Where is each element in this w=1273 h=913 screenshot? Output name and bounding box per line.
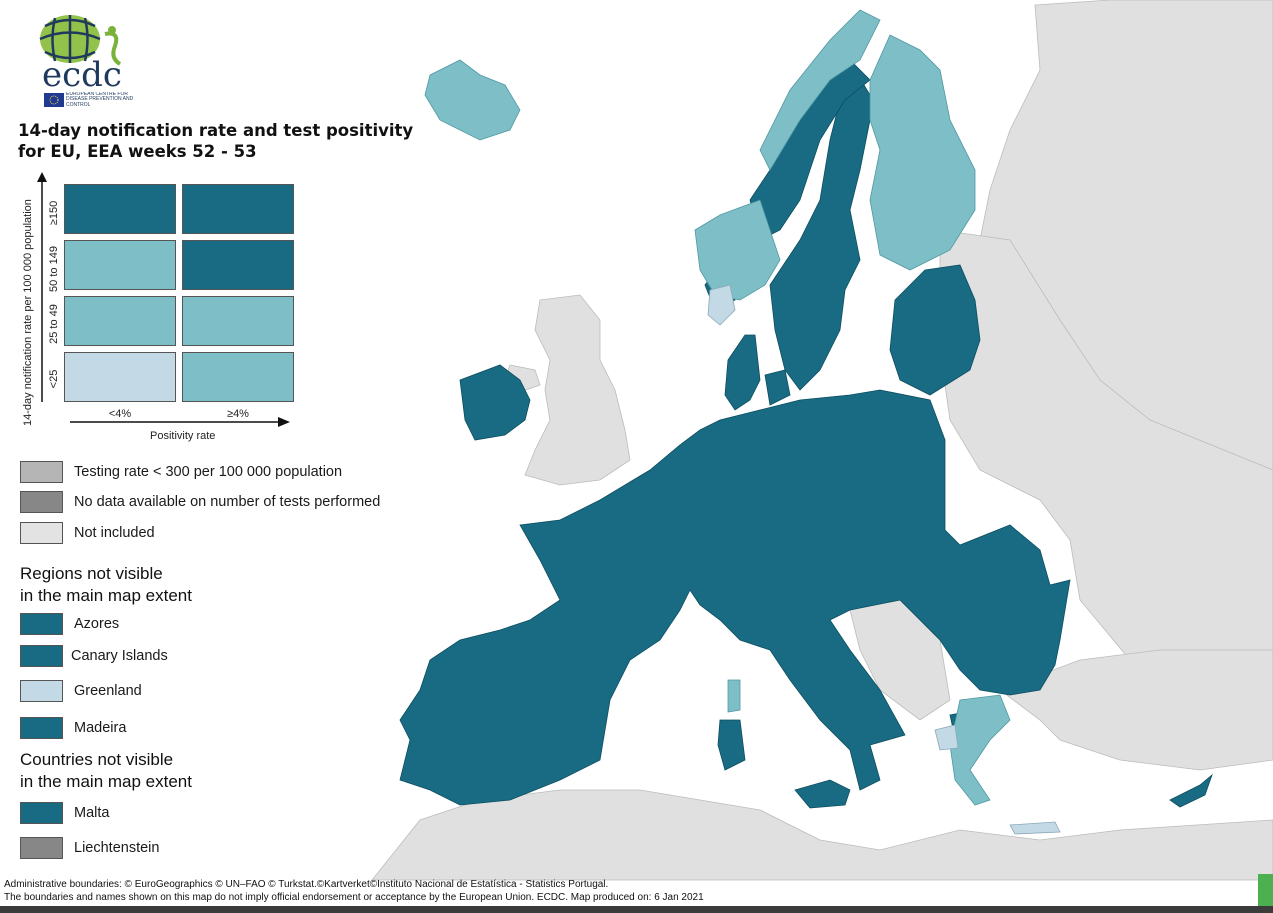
legend-label-greenland: Greenland — [74, 683, 142, 699]
legend-label-no-data: No data available on number of tests per… — [74, 494, 381, 510]
legend-label-canary-islands: Canary Islands — [71, 648, 168, 664]
legend-label-not-included: Not included — [74, 525, 155, 541]
legend-azores: Azores — [20, 612, 119, 636]
matrix-cell — [182, 184, 294, 234]
legend-testing-rate: Testing rate < 300 per 100 000 populatio… — [20, 460, 342, 484]
title-line-1: 14-day notification rate and test positi… — [18, 121, 414, 140]
footer-disclaimer: The boundaries and names shown on this m… — [4, 892, 704, 903]
regions-heading: Regions not visible in the main map exte… — [20, 563, 192, 607]
bottom-bar-accent — [1258, 874, 1273, 906]
map-title: 14-day notification rate and test positi… — [18, 120, 413, 162]
legend-greenland: Greenland — [20, 679, 142, 703]
y-axis-arrow-icon — [37, 172, 47, 402]
col-label-high: ≥4% — [227, 408, 249, 420]
matrix-cell — [182, 352, 294, 402]
legend-swatch-azores — [20, 613, 63, 635]
row-label-2: 50 to 149 — [48, 246, 60, 292]
legend-label-azores: Azores — [74, 616, 120, 632]
row-label-3: 25 to 49 — [48, 304, 60, 344]
legend-swatch-madeira — [20, 717, 63, 739]
legend-liechtenstein: Liechtenstein — [20, 836, 159, 860]
pale-blue-regions — [707, 284, 1061, 835]
legend-malta: Malta — [20, 801, 109, 825]
matrix-cell — [182, 240, 294, 290]
logo-text: ecdc — [42, 55, 122, 95]
countries-heading: Countries not visible in the main map ex… — [20, 749, 192, 793]
matrix-cell — [182, 296, 294, 346]
logo-subtext: EUROPEAN CENTRE FOR DISEASE PREVENTION A… — [66, 92, 134, 108]
legend-not-included: Not included — [20, 521, 155, 545]
countries-heading-line-1: Countries not visible — [20, 750, 174, 769]
legend-label-madeira: Madeira — [74, 720, 127, 736]
legend-label-malta: Malta — [74, 805, 110, 821]
title-line-2: for EU, EEA weeks 52 - 53 — [18, 142, 257, 161]
bivariate-legend: 14-day notification rate per 100 000 pop… — [0, 170, 320, 450]
legend-label-liechtenstein: Liechtenstein — [74, 840, 160, 856]
matrix-cell — [64, 240, 176, 290]
ecdc-logo: ecdc EUROPEAN CENTRE FOR DISEASE PREVENT… — [20, 6, 145, 110]
legend-swatch-greenland — [20, 680, 63, 702]
legend-label-testing-rate: Testing rate < 300 per 100 000 populatio… — [74, 464, 343, 480]
countries-heading-line-2: in the main map extent — [20, 772, 192, 791]
legend-swatch-liechtenstein — [20, 837, 63, 859]
legend-swatch-canary-islands — [20, 645, 63, 667]
legend-swatch-not-included — [20, 522, 63, 544]
regions-heading-line-2: in the main map extent — [20, 586, 192, 605]
globe-logo-icon: ecdc EUROPEAN CENTRE FOR DISEASE PREVENT… — [39, 15, 134, 108]
matrix-x-label: Positivity rate — [150, 430, 216, 442]
regions-heading-line-1: Regions not visible — [20, 564, 163, 583]
footer-attribution: Administrative boundaries: © EuroGeograp… — [4, 879, 609, 890]
matrix-cell — [64, 296, 176, 346]
col-label-low: <4% — [108, 408, 132, 420]
legend-swatch-testing-rate — [20, 461, 63, 483]
x-axis-arrow-icon — [70, 417, 290, 427]
matrix-cell — [64, 184, 176, 234]
light-teal-regions — [424, 9, 1011, 806]
bottom-bar — [0, 906, 1273, 913]
row-label-1: ≥150 — [48, 200, 60, 226]
legend-no-data: No data available on number of tests per… — [20, 490, 380, 514]
row-label-4: <25 — [48, 369, 60, 389]
matrix-cell — [64, 352, 176, 402]
legend-swatch-malta — [20, 802, 63, 824]
legend-canary-islands: Canary Islands — [20, 644, 168, 668]
legend-swatch-no-data — [20, 491, 63, 513]
dark-teal-regions — [399, 59, 1213, 809]
legend-madeira: Madeira — [20, 716, 126, 740]
matrix-y-label: 14-day notification rate per 100 000 pop… — [22, 199, 34, 426]
